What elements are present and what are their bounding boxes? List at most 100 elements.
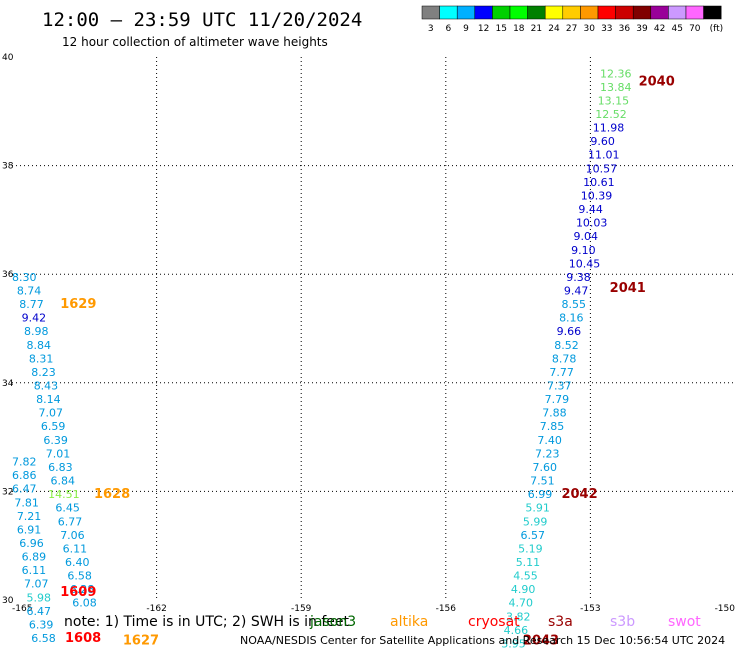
swh-value: 12.52	[595, 108, 627, 121]
swh-value: 5.91	[525, 502, 550, 515]
swh-value: 10.45	[569, 257, 601, 270]
legend-swatch	[580, 5, 599, 20]
legend-swatch	[527, 5, 546, 20]
swh-value: 10.03	[576, 217, 608, 230]
swh-value: 4.66	[504, 624, 529, 637]
swh-value: 7.77	[549, 366, 574, 379]
x-tick-label: -156	[436, 604, 457, 614]
swh-value: 8.52	[554, 339, 579, 352]
swh-value: 8.43	[34, 380, 59, 393]
swh-value: 9.42	[22, 312, 47, 325]
satellite-legend: jason3 altika cryosat s3a s3b swot	[309, 614, 701, 630]
footer-note: note: 1) Time is in UTC; 2) SWH is in fe…	[64, 614, 350, 630]
pass-label: 2042	[561, 487, 597, 502]
x-tick-label: -162	[146, 604, 166, 614]
pass-label: 1629	[60, 297, 96, 312]
plot-area: -165 -162 -159 -156 -153 -150 30 32 34 36 38 40 12.3…	[2, 53, 735, 650]
legend-label: (ft)	[710, 24, 724, 34]
chart-title: 12:00 – 23:59 UTC 11/20/2024	[42, 9, 362, 31]
swh-value: 8.74	[17, 284, 42, 297]
swh-value: 7.23	[535, 447, 560, 460]
swh-value: 7.06	[60, 529, 84, 542]
swh-value: 7.37	[547, 380, 572, 393]
x-tick-label: -150	[715, 604, 736, 614]
legend-swatch	[597, 5, 616, 20]
swh-value: 8.23	[31, 366, 55, 379]
swh-value: 7.40	[537, 434, 562, 447]
swh-value: 6.39	[43, 434, 68, 447]
swh-value: 9.60	[590, 135, 615, 148]
legend-label: 70	[689, 24, 701, 34]
swh-value: 5.11	[516, 556, 541, 569]
legend-swatch	[650, 5, 669, 20]
swh-value: 6.99	[528, 488, 553, 501]
pass-label: 2041	[610, 281, 646, 296]
legend-label: 21	[531, 24, 542, 34]
legend-swatch	[703, 5, 722, 20]
swh-value: 6.39	[29, 618, 54, 631]
swh-value: 9.38	[566, 271, 591, 284]
swh-value: 3.82	[506, 610, 531, 623]
satellite-s3b: s3b	[610, 614, 635, 630]
swh-value: 6.89	[22, 551, 47, 564]
swh-value: 8.14	[36, 393, 61, 406]
satellite-swot: swot	[668, 614, 701, 630]
y-tick-label: 32	[2, 487, 13, 497]
legend-label: 3	[428, 24, 434, 34]
legend-swatch	[668, 5, 687, 20]
swh-value: 10.61	[583, 176, 615, 189]
swh-value: 7.60	[533, 461, 558, 474]
legend-label: 45	[671, 24, 682, 34]
y-tick-label: 38	[2, 162, 14, 172]
swh-value: 7.81	[14, 496, 39, 509]
legend-label: 12	[478, 24, 489, 34]
swh-value: 9.10	[571, 244, 596, 257]
swh-value: 8.31	[29, 352, 54, 365]
swh-value: 9.04	[574, 230, 599, 243]
swh-value: 7.01	[46, 447, 71, 460]
swh-value: 6.08	[72, 597, 97, 610]
swh-value: 4.70	[508, 597, 532, 610]
satellite-jason3: jason3	[309, 614, 356, 630]
swh-value: 10.39	[581, 189, 613, 202]
legend-label: 30	[583, 24, 595, 34]
swh-value: 8.30	[12, 271, 37, 284]
pass-label: 1628	[94, 487, 130, 502]
swh-value: 5.98	[26, 591, 51, 604]
legend-swatch	[474, 5, 493, 20]
legend-label: 24	[548, 24, 560, 34]
legend-label: 15	[495, 24, 506, 34]
swh-value: 5.19	[518, 542, 543, 555]
legend-label: 39	[636, 24, 648, 34]
swh-value: 7.88	[542, 407, 567, 420]
swh-value: 6.57	[521, 529, 546, 542]
swh-value: 9.66	[557, 325, 582, 338]
pass-label: 1608	[65, 631, 101, 646]
swh-value: 7.82	[12, 456, 37, 469]
chart-subtitle: 12 hour collection of altimeter wave hei…	[62, 35, 328, 49]
swh-value: 6.11	[22, 564, 47, 577]
swh-value: 6.47	[26, 605, 51, 618]
swh-value: 8.84	[26, 339, 51, 352]
y-tick-label: 30	[2, 596, 14, 606]
swh-value: 3.95	[501, 637, 525, 650]
swh-value: 6.96	[19, 537, 44, 550]
swh-value: 6.47	[12, 483, 37, 496]
swh-value: 6.83	[48, 461, 73, 474]
pass-label: 1609	[60, 585, 96, 600]
swh-value: 6.59	[41, 420, 66, 433]
legend-swatch	[439, 5, 458, 20]
legend-swatch	[421, 5, 440, 20]
swh-value: 11.01	[588, 149, 620, 162]
legend-swatch	[562, 5, 581, 20]
pass-label: 2040	[639, 74, 675, 89]
y-tick-label: 40	[2, 53, 14, 63]
legend-swatch	[456, 5, 476, 20]
pass-label: 1627	[123, 634, 159, 649]
swh-value: 6.28	[70, 583, 95, 596]
swh-value: 6.91	[17, 523, 42, 536]
swh-value: 6.58	[67, 570, 92, 583]
pass-label: 2043	[523, 634, 559, 649]
x-tick-label: -165	[12, 604, 32, 614]
footer-credit: NOAA/NESDIS Center for Satellite Applica…	[240, 634, 725, 647]
